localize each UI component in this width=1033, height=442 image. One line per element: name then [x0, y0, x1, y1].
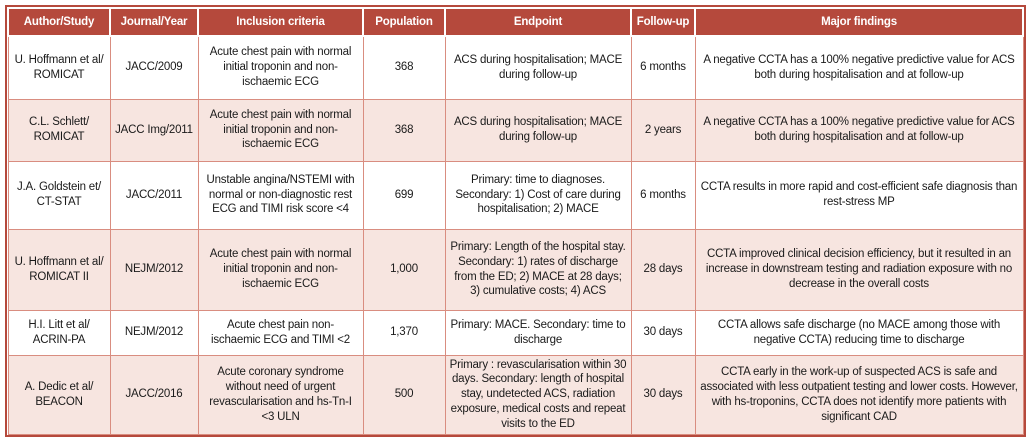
column-header-inclusion-criteria: Inclusion criteria: [197, 7, 364, 37]
population-cell: 500: [362, 354, 446, 436]
author-study-cell: U. Hoffmann et al/ ROMICAT: [7, 35, 111, 100]
population-cell: 368: [362, 35, 446, 100]
column-header-population: Population: [362, 7, 446, 37]
column-header-author-study: Author/Study: [7, 7, 111, 37]
header-row: Author/Study Journal/Year Inclusion crit…: [7, 7, 1024, 37]
journal-year-cell: JACC/2016: [109, 354, 199, 436]
journal-year-cell: JACC Img/2011: [109, 98, 199, 162]
inclusion-criteria-cell: Acute chest pain with normal initial tro…: [197, 98, 364, 162]
table-row: A. Dedic et al/ BEACON JACC/2016 Acute c…: [7, 354, 1024, 436]
table-row: J.A. Goldstein et/ CT-STAT JACC/2011 Uns…: [7, 160, 1024, 230]
follow-up-cell: 6 months: [630, 160, 696, 230]
column-header-major-findings: Major findings: [694, 7, 1024, 37]
journal-year-cell: JACC/2011: [109, 160, 199, 230]
study-text: ROMICAT II: [29, 270, 89, 283]
study-text: ROMICAT: [33, 131, 85, 143]
major-findings-cell: CCTA allows safe discharge (no MACE amon…: [694, 309, 1024, 356]
endpoint-cell: Primary : revascularisation within 30 da…: [444, 354, 632, 436]
study-text: ROMICAT: [33, 68, 85, 81]
major-findings-cell: A negative CCTA has a 100% negative pred…: [694, 98, 1024, 162]
study-text: CT-STAT: [36, 196, 82, 208]
ccta-studies-table: Author/Study Journal/Year Inclusion crit…: [7, 7, 1024, 436]
studies-table-wrapper: Author/Study Journal/Year Inclusion crit…: [5, 5, 1026, 438]
endpoint-cell: Primary: MACE. Secondary: time to discha…: [444, 309, 632, 356]
follow-up-cell: 6 months: [630, 35, 696, 100]
follow-up-cell: 2 years: [630, 98, 696, 162]
table-row: H.I. Litt et al/ ACRIN-PA NEJM/2012 Acut…: [7, 309, 1024, 356]
author-study-cell: H.I. Litt et al/ ACRIN-PA: [7, 309, 111, 356]
author-text: C.L. Schlett/: [28, 116, 90, 129]
study-text: BEACON: [35, 395, 83, 408]
population-cell: 368: [362, 98, 446, 162]
author-study-cell: J.A. Goldstein et/ CT-STAT: [7, 160, 111, 230]
endpoint-cell: Primary: Length of the hospital stay. Se…: [444, 228, 632, 311]
inclusion-criteria-cell: Unstable angina/NSTEMI with normal or no…: [197, 160, 364, 230]
table-row: C.L. Schlett/ ROMICAT JACC Img/2011 Acut…: [7, 98, 1024, 162]
inclusion-criteria-cell: Acute chest pain non-ischaemic ECG and T…: [197, 309, 364, 356]
author-text: U. Hoffmann et al/: [14, 53, 104, 66]
author-text: A. Dedic et al/: [24, 380, 94, 393]
author-text: J.A. Goldstein et/: [17, 181, 101, 194]
population-cell: 1,000: [362, 228, 446, 311]
major-findings-cell: CCTA improved clinical decision efficien…: [694, 228, 1024, 311]
author-text: H.I. Litt et al/: [28, 318, 90, 331]
endpoint-cell: Primary: time to diagnoses. Secondary: 1…: [444, 160, 632, 230]
follow-up-cell: 30 days: [630, 309, 696, 356]
inclusion-criteria-cell: Acute chest pain with normal initial tro…: [197, 35, 364, 100]
author-study-cell: C.L. Schlett/ ROMICAT: [7, 98, 111, 162]
author-study-cell: U. Hoffmann et al/ ROMICAT II: [7, 228, 111, 311]
column-header-follow-up: Follow-up: [630, 7, 696, 37]
journal-year-cell: JACC/2009: [109, 35, 199, 100]
follow-up-cell: 30 days: [630, 354, 696, 436]
follow-up-cell: 28 days: [630, 228, 696, 311]
endpoint-cell: ACS during hospitalisation; MACE during …: [444, 35, 632, 100]
column-header-journal-year: Journal/Year: [109, 7, 199, 37]
journal-year-cell: NEJM/2012: [109, 228, 199, 311]
population-cell: 699: [362, 160, 446, 230]
author-text: U. Hoffmann et al/: [14, 255, 104, 268]
inclusion-criteria-cell: Acute chest pain with normal initial tro…: [197, 228, 364, 311]
major-findings-cell: CCTA results in more rapid and cost-effi…: [694, 160, 1024, 230]
study-text: ACRIN-PA: [32, 333, 86, 346]
major-findings-cell: CCTA early in the work-up of suspected A…: [694, 354, 1024, 436]
table-row: U. Hoffmann et al/ ROMICAT JACC/2009 Acu…: [7, 35, 1024, 100]
column-header-endpoint: Endpoint: [444, 7, 632, 37]
inclusion-criteria-cell: Acute coronary syndrome without need of …: [197, 354, 364, 436]
major-findings-cell: A negative CCTA has a 100% negative pred…: [694, 35, 1024, 100]
journal-year-cell: NEJM/2012: [109, 309, 199, 356]
author-study-cell: A. Dedic et al/ BEACON: [7, 354, 111, 436]
table-row: U. Hoffmann et al/ ROMICAT II NEJM/2012 …: [7, 228, 1024, 311]
endpoint-cell: ACS during hospitalisation; MACE during …: [444, 98, 632, 162]
population-cell: 1,370: [362, 309, 446, 356]
